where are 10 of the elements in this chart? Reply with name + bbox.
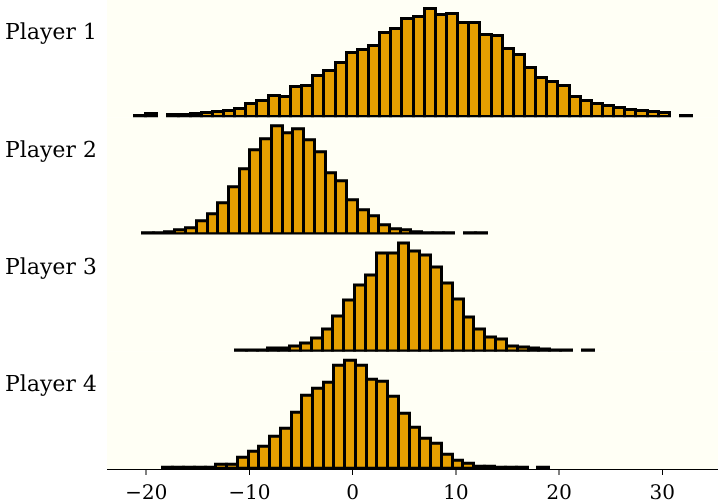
y-axis-title: Player 2 [5,138,97,163]
x-tick-label: 0 [346,480,360,504]
x-tick-label: 10 [443,480,469,504]
x-tick-label: −20 [125,480,168,504]
x-tick-label: 20 [546,480,572,504]
y-axis-title: Player 1 [5,20,97,45]
y-axis-title: Player 4 [5,372,97,397]
x-tick-label: −10 [228,480,271,504]
x-tick-label: 30 [650,480,675,504]
y-axis-title: Player 3 [5,255,97,280]
